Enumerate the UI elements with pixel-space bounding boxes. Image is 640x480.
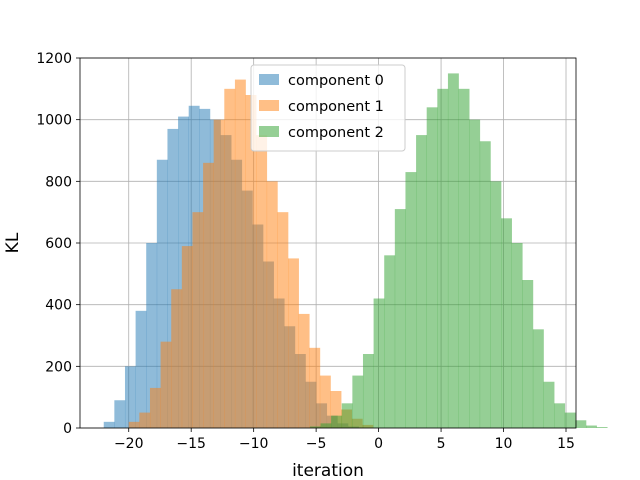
histogram-bar bbox=[288, 258, 299, 428]
histogram-bar bbox=[554, 403, 566, 428]
histogram-bar bbox=[373, 298, 385, 428]
histogram-bar bbox=[256, 135, 268, 429]
legend-label: component 2 bbox=[288, 125, 384, 141]
histogram-bar bbox=[362, 354, 374, 428]
legend-swatch bbox=[259, 100, 279, 111]
histogram-bar bbox=[532, 329, 544, 428]
histogram-bar bbox=[596, 427, 608, 428]
series-1 bbox=[128, 79, 374, 429]
histogram-bar bbox=[234, 79, 246, 428]
histogram-bar bbox=[458, 88, 470, 428]
legend: component 0 component 1 component 2 bbox=[250, 64, 406, 152]
histogram-bar bbox=[181, 246, 193, 428]
histogram-bar bbox=[309, 347, 321, 428]
x-tick-label: 5 bbox=[437, 436, 446, 452]
legend-swatch bbox=[259, 126, 279, 137]
histogram-bar bbox=[192, 212, 204, 428]
histogram-bar bbox=[213, 119, 225, 429]
legend-label: component 1 bbox=[288, 99, 384, 115]
histogram-bar bbox=[139, 412, 151, 428]
histogram-bar bbox=[149, 387, 161, 428]
histogram-bar bbox=[156, 159, 168, 428]
y-tick-label: 1200 bbox=[36, 51, 72, 67]
histogram-bar bbox=[394, 209, 406, 428]
x-axis-label: iteration bbox=[292, 461, 364, 480]
histogram-bar bbox=[405, 172, 417, 428]
histogram-bar bbox=[426, 107, 438, 428]
histogram-bar bbox=[331, 415, 343, 428]
histogram-bar bbox=[320, 423, 332, 428]
histogram-bar bbox=[585, 425, 597, 428]
y-tick-label: 1000 bbox=[36, 113, 72, 129]
histogram-bar bbox=[501, 218, 512, 428]
x-axis-ticks: −20 −15 −10 −5 0 5 10 15 bbox=[114, 428, 575, 452]
y-tick-label: 400 bbox=[45, 298, 72, 314]
histogram-bar bbox=[114, 400, 126, 428]
y-tick-label: 600 bbox=[45, 236, 72, 252]
histogram-bar bbox=[146, 243, 158, 428]
y-tick-label: 0 bbox=[63, 421, 72, 437]
histogram-bar bbox=[575, 420, 587, 428]
x-tick-label: −15 bbox=[176, 436, 206, 452]
series-2 bbox=[309, 73, 608, 429]
histogram-bar bbox=[128, 421, 140, 428]
bars bbox=[103, 73, 608, 429]
histogram-bar bbox=[522, 280, 534, 428]
legend-swatch bbox=[259, 74, 279, 85]
histogram-bar bbox=[171, 289, 183, 428]
histogram-bar bbox=[298, 313, 310, 428]
histogram-bar bbox=[309, 426, 321, 428]
x-tick-label: −20 bbox=[114, 436, 144, 452]
x-tick-label: 15 bbox=[557, 436, 575, 452]
histogram-bar bbox=[160, 341, 172, 428]
histogram-bar bbox=[135, 310, 147, 428]
histogram-bar bbox=[384, 255, 396, 428]
histogram-bar bbox=[511, 243, 523, 428]
y-axis-ticks: 0 200 400 600 800 1000 1200 bbox=[36, 51, 80, 437]
y-tick-label: 200 bbox=[45, 359, 72, 375]
x-tick-label: −10 bbox=[239, 436, 269, 452]
histogram-bar bbox=[341, 403, 353, 428]
histogram-bar bbox=[564, 412, 576, 428]
histogram-bar bbox=[103, 421, 115, 428]
histogram-bar bbox=[437, 88, 449, 428]
histogram-bar bbox=[277, 212, 289, 428]
y-tick-label: 800 bbox=[45, 174, 72, 190]
histogram-bar bbox=[543, 381, 555, 428]
histogram-bar bbox=[330, 391, 342, 428]
histogram-bar bbox=[124, 366, 136, 428]
x-tick-label: 10 bbox=[495, 436, 513, 452]
histogram-bar bbox=[490, 181, 502, 428]
histogram-bar bbox=[469, 119, 481, 429]
y-axis-label: KL bbox=[3, 232, 23, 253]
histogram-bar bbox=[266, 181, 278, 428]
histogram-bar bbox=[167, 128, 179, 428]
histogram-bar bbox=[245, 95, 257, 428]
histogram-bar bbox=[224, 88, 236, 428]
histogram-bar bbox=[447, 73, 459, 429]
histogram-bar bbox=[319, 375, 331, 428]
histogram-bar bbox=[203, 162, 214, 429]
x-tick-label: 0 bbox=[374, 436, 383, 452]
histogram-bar bbox=[416, 135, 428, 429]
legend-box bbox=[250, 64, 406, 152]
x-tick-label: −5 bbox=[306, 436, 327, 452]
legend-label: component 0 bbox=[288, 73, 384, 89]
histogram-bar bbox=[479, 141, 491, 428]
histogram-bar bbox=[352, 375, 364, 428]
